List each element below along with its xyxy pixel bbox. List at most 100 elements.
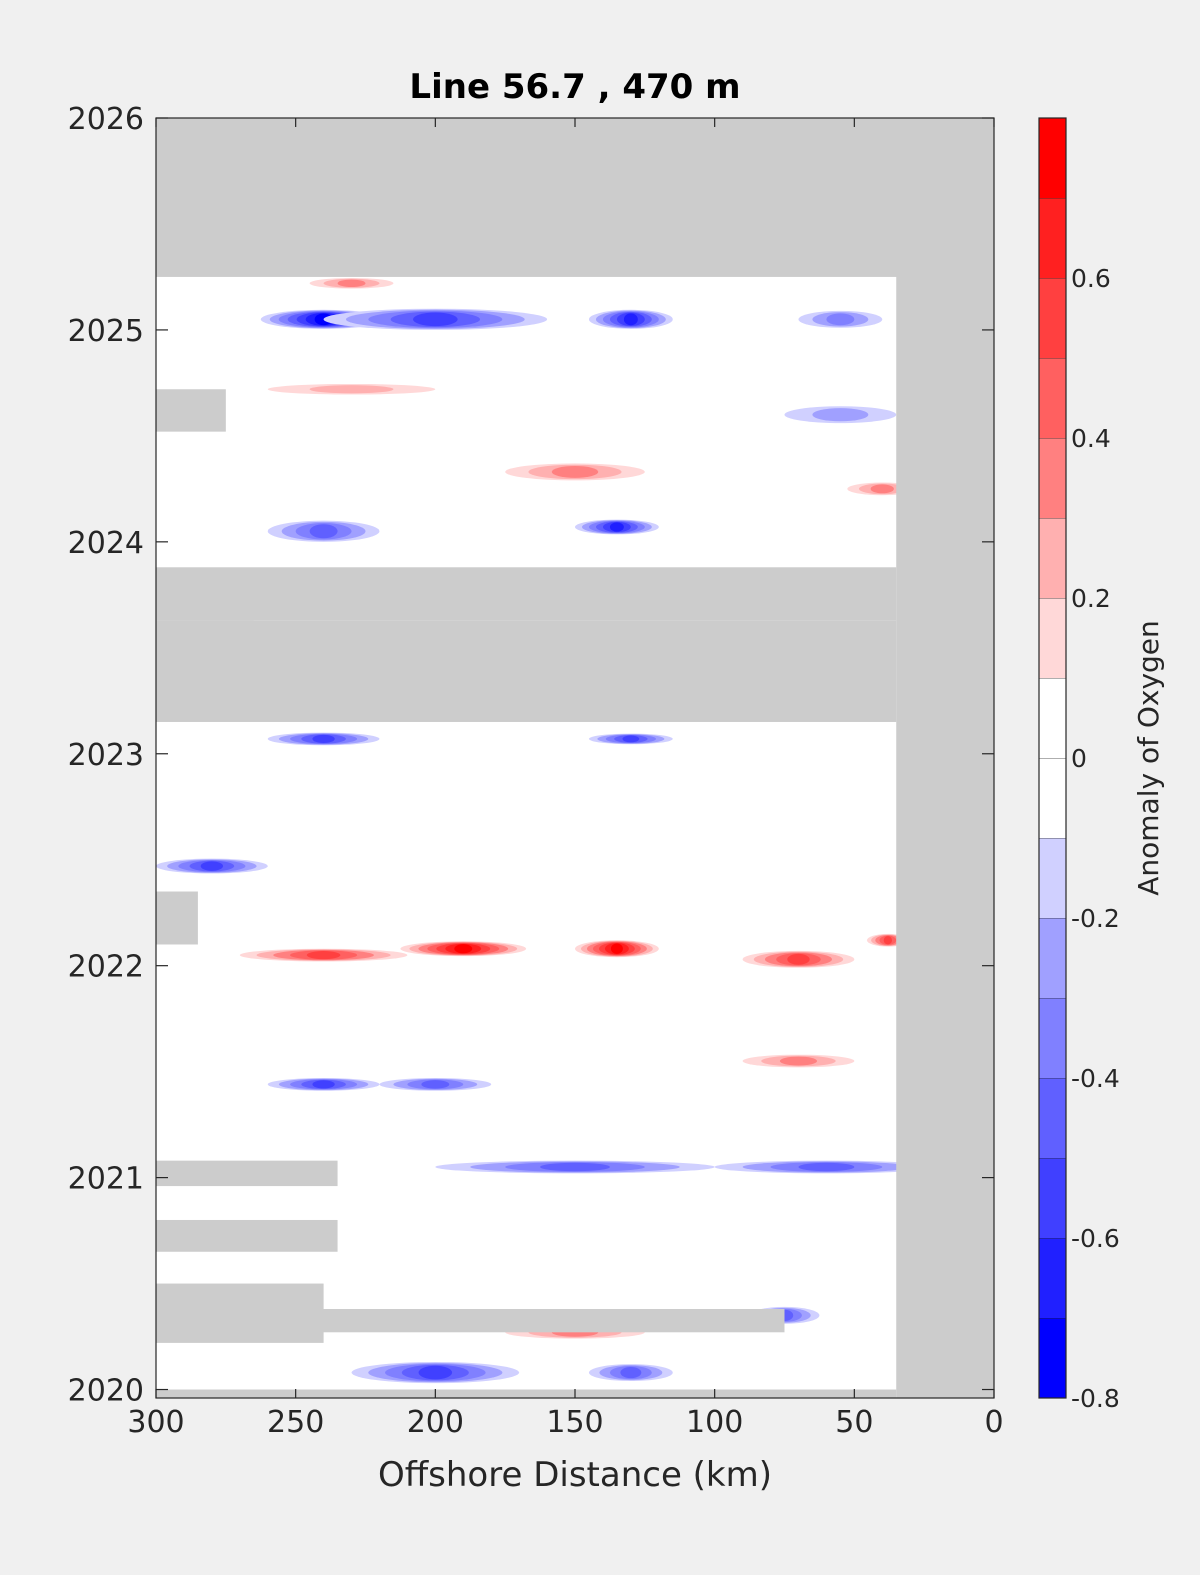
no-data-region [156, 118, 994, 277]
colorbar-segment [1039, 118, 1066, 198]
contour-level [798, 1162, 855, 1172]
no-data-region [156, 891, 198, 945]
x-tick-label: 150 [546, 1405, 603, 1440]
colorbar-tick-label: -0.6 [1071, 1224, 1120, 1253]
anomaly-feature-16 [400, 941, 527, 957]
anomaly-feature-13 [588, 733, 673, 745]
colorbar-segment [1039, 358, 1066, 438]
anomaly-feature-7 [505, 463, 645, 481]
y-tick-label: 2020 [68, 1374, 144, 1409]
anomaly-feature-20 [267, 1078, 380, 1091]
x-tick-label: 300 [127, 1405, 184, 1440]
contour-level [870, 484, 894, 494]
colorbar-segment [1039, 598, 1066, 678]
colorbar-segment [1039, 998, 1066, 1078]
anomaly-feature-1 [323, 308, 548, 330]
colorbar-segment [1039, 678, 1066, 758]
contour-level [610, 943, 623, 954]
anomaly-feature-12 [267, 732, 380, 746]
contour-level [623, 313, 638, 326]
y-tick-label: 2025 [68, 314, 144, 349]
no-data-region [896, 118, 994, 1398]
contour-level [609, 522, 624, 532]
anomaly-feature-22 [742, 1054, 855, 1068]
contour-level [622, 735, 640, 743]
contour-level [540, 1162, 610, 1172]
y-tick-label: 2026 [68, 102, 144, 137]
no-data-regions [156, 118, 994, 1398]
x-axis: 300 250 200 150 100 50 0 [127, 118, 1004, 1440]
no-data-region [156, 594, 254, 621]
no-data-region [156, 1160, 338, 1187]
contour-level [812, 408, 869, 422]
colorbar-segment [1039, 278, 1066, 358]
contour-level [421, 1080, 450, 1089]
y-tick-label: 2024 [68, 526, 144, 561]
colorbar-segment [1039, 438, 1066, 518]
colorbar-segment [1039, 518, 1066, 598]
anomaly-feature-14 [156, 858, 268, 874]
contour-level [826, 313, 855, 326]
contour-level [883, 936, 893, 945]
x-tick-label: 100 [686, 1405, 743, 1440]
anomaly-feature-23 [435, 1160, 715, 1174]
colorbar-segment [1039, 1158, 1066, 1238]
contour-level [551, 465, 599, 478]
anomaly-feature-10 [575, 519, 659, 535]
y-tick-label: 2023 [68, 738, 144, 773]
contour-level [337, 279, 366, 288]
anomaly-feature-15 [239, 948, 408, 962]
colorbar-segment [1039, 1318, 1066, 1398]
colorbar-tick-label: 0 [1071, 744, 1087, 773]
contour-level [412, 312, 458, 327]
anomaly-feature-17 [575, 940, 659, 958]
y-tick-label: 2022 [68, 950, 144, 985]
contour-level [620, 1366, 642, 1379]
colorbar-tick-label: 0.2 [1071, 584, 1111, 613]
no-data-region [156, 1219, 338, 1252]
colorbar-tick-label: -0.2 [1071, 904, 1120, 933]
anomaly-feature-21 [379, 1078, 492, 1091]
no-data-region [156, 389, 226, 432]
anomaly-feature-4 [309, 278, 394, 289]
colorbar-segment [1039, 918, 1066, 998]
colorbar-tick-label: -0.4 [1071, 1064, 1120, 1093]
contour-level [779, 1056, 818, 1066]
no-data-region [156, 567, 897, 621]
contour-level [312, 734, 335, 743]
contour-level [454, 944, 473, 954]
colorbar-segment [1039, 1238, 1066, 1318]
x-tick-label: 0 [984, 1405, 1003, 1440]
colorbar-tick-label: -0.8 [1071, 1384, 1120, 1413]
no-data-region [156, 1283, 324, 1343]
chart-title: Line 56.7 , 470 m [409, 67, 740, 107]
anomaly-feature-2 [588, 309, 673, 329]
anomaly-feature-18 [742, 950, 855, 968]
colorbar-segment [1039, 758, 1066, 838]
anomaly-feature-25 [351, 1361, 520, 1384]
no-data-region [156, 620, 897, 722]
colorbar-tick-label: 0.4 [1071, 424, 1111, 453]
anomaly-feature-6 [784, 406, 897, 424]
contour-level [787, 953, 810, 965]
colorbar: 0.6 0.4 0.2 0 -0.2 -0.4 -0.6 -0.8 [1038, 117, 1120, 1413]
x-tick-label: 50 [835, 1405, 873, 1440]
anomaly-feature-5 [267, 383, 436, 395]
anomaly-feature-3 [798, 310, 883, 328]
anomaly-feature-9 [267, 520, 380, 542]
contour-level [306, 951, 341, 960]
contour-level [418, 1365, 453, 1380]
x-tick-label: 200 [407, 1405, 464, 1440]
no-data-region [156, 1389, 897, 1398]
contour-level [200, 861, 224, 871]
y-axis: 2026 2025 2024 2023 2022 2021 2020 [68, 102, 994, 1409]
colorbar-tick-label: 0.6 [1071, 264, 1111, 293]
anomaly-feature-24 [714, 1160, 939, 1174]
x-axis-label: Offshore Distance (km) [378, 1455, 772, 1495]
anomaly-feature-26 [588, 1364, 673, 1382]
contour-level [309, 524, 338, 539]
plot-area [156, 118, 994, 1398]
contour-level [312, 1080, 335, 1089]
colorbar-label: Anomaly of Oxygen [1132, 620, 1165, 896]
